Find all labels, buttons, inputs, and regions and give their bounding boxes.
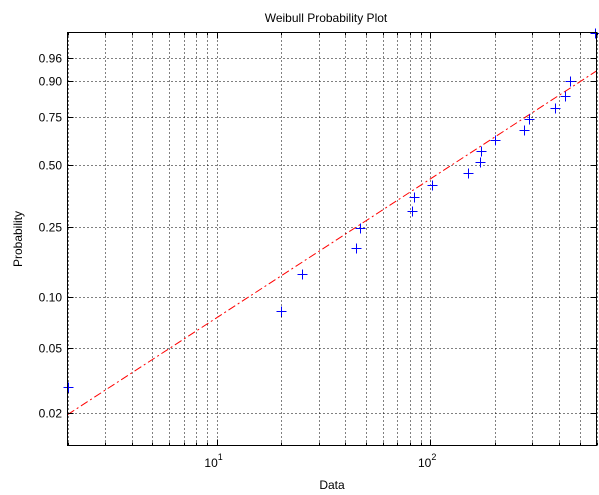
chart-title: Weibull Probability Plot: [265, 11, 388, 25]
data-point-marker: [560, 91, 571, 102]
x-tick-labels: 10 1 10 2: [204, 452, 436, 470]
y-tick-label: 0.25: [39, 221, 63, 235]
data-point-marker: [475, 157, 486, 168]
data-point-marker: [63, 382, 74, 393]
data-point-marker: [276, 306, 287, 317]
data-point-marker: [490, 135, 501, 146]
data-point-marker: [351, 243, 362, 254]
y-tick-label: 0.75: [39, 111, 63, 125]
data-markers: [63, 28, 599, 393]
x-tick-label-base: 10: [418, 456, 432, 470]
y-tick-label: 0.90: [39, 75, 63, 89]
y-tick-label: 0.02: [39, 407, 63, 421]
data-point-marker: [565, 76, 576, 87]
x-tick-label-base: 10: [204, 456, 218, 470]
x-tick-label-exponent: 2: [431, 452, 436, 462]
y-tick-label: 0.96: [39, 52, 63, 66]
data-point-marker: [476, 146, 487, 157]
y-axis-label: Probability: [11, 211, 25, 267]
axis-ticks: [67, 32, 598, 446]
data-point-marker: [297, 269, 308, 280]
fit-line: [67, 70, 597, 416]
y-tick-label: 0.50: [39, 159, 63, 173]
plot-area: [67, 32, 597, 446]
x-tick-label-exponent: 1: [218, 452, 223, 462]
grid: [67, 32, 598, 446]
data-point-marker: [409, 192, 420, 203]
y-tick-label: 0.10: [39, 291, 63, 305]
data-point-marker: [427, 180, 438, 191]
y-tick-labels: 0.02 0.05 0.10 0.25 0.50 0.75 0.90 0.96: [39, 52, 63, 421]
fit-line-group: [67, 70, 597, 416]
data-point-marker: [524, 114, 535, 125]
data-point-marker: [355, 223, 366, 234]
data-point-marker: [407, 206, 418, 217]
data-point-marker: [463, 168, 474, 179]
data-point-marker: [550, 103, 561, 114]
plot-frame: [67, 32, 597, 446]
x-axis-label: Data: [319, 478, 345, 492]
y-tick-label: 0.05: [39, 342, 63, 356]
data-point-marker: [519, 125, 530, 136]
